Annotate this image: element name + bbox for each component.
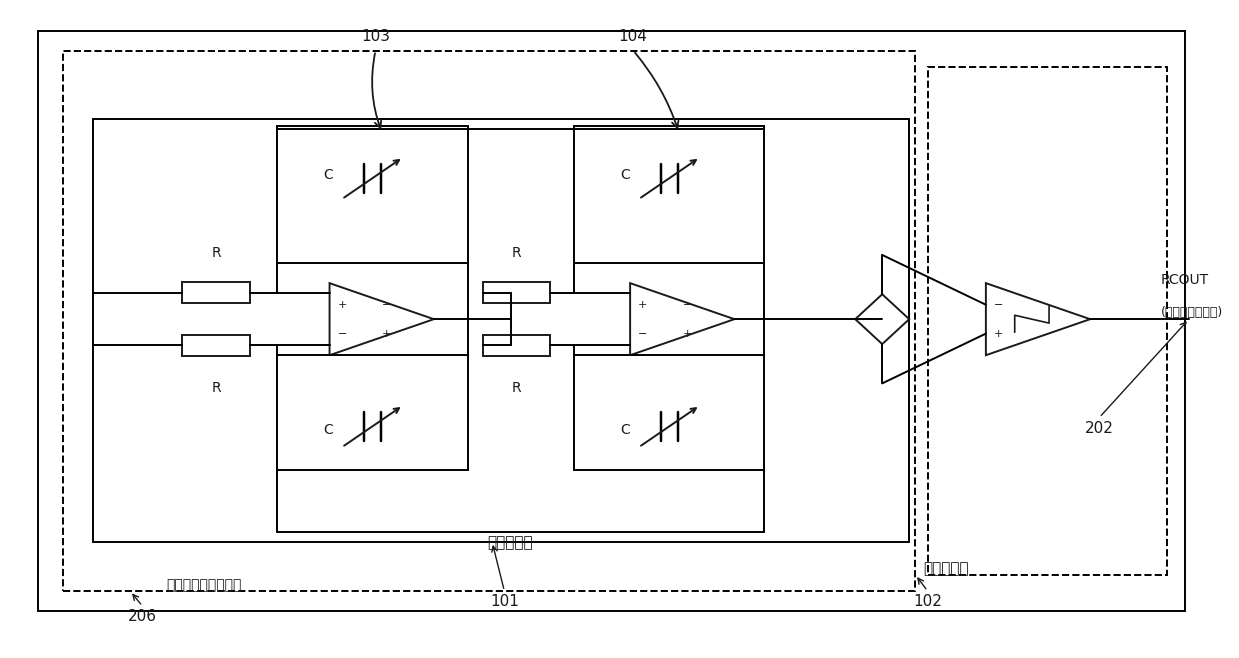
Bar	[575, 126, 764, 263]
Text: +: +	[337, 300, 347, 310]
Text: +: +	[683, 328, 693, 339]
Text: 电压比较器: 电压比较器	[923, 562, 969, 576]
Text: C: C	[621, 422, 631, 436]
Bar	[93, 119, 909, 542]
Text: C: C	[323, 168, 333, 182]
Text: +: +	[382, 328, 392, 339]
Bar	[278, 126, 467, 263]
Bar	[38, 31, 1186, 611]
Text: 102: 102	[913, 594, 942, 609]
Text: R: R	[212, 381, 221, 395]
Text: RCOUT: RCOUT	[1161, 273, 1209, 287]
Text: −: −	[683, 300, 693, 310]
Text: C: C	[323, 422, 333, 436]
Bar	[182, 282, 250, 303]
Text: 206: 206	[128, 609, 157, 624]
Text: 103: 103	[361, 29, 390, 44]
Text: R: R	[512, 245, 522, 259]
Bar	[575, 355, 764, 470]
Text: −: −	[994, 300, 1004, 310]
Bar	[928, 67, 1167, 574]
Text: 101: 101	[489, 594, 519, 609]
Bar	[483, 335, 550, 356]
Text: −: −	[638, 328, 647, 339]
Text: R: R	[212, 245, 221, 259]
Bar	[483, 282, 550, 303]
Text: C: C	[621, 168, 631, 182]
Bar	[63, 51, 916, 591]
Bar	[182, 335, 250, 356]
Text: +: +	[638, 300, 647, 310]
Text: 环形振荡器: 环形振荡器	[488, 536, 533, 550]
Text: +: +	[994, 328, 1004, 339]
Text: 频率振荡器电路模块: 频率振荡器电路模块	[166, 578, 242, 592]
Text: 104: 104	[618, 29, 648, 44]
Text: (频率振荡器输出): (频率振荡器输出)	[1161, 306, 1223, 319]
Text: R: R	[512, 381, 522, 395]
Text: 202: 202	[1085, 420, 1114, 436]
Text: −: −	[382, 300, 392, 310]
Text: −: −	[337, 328, 347, 339]
Bar	[278, 355, 467, 470]
